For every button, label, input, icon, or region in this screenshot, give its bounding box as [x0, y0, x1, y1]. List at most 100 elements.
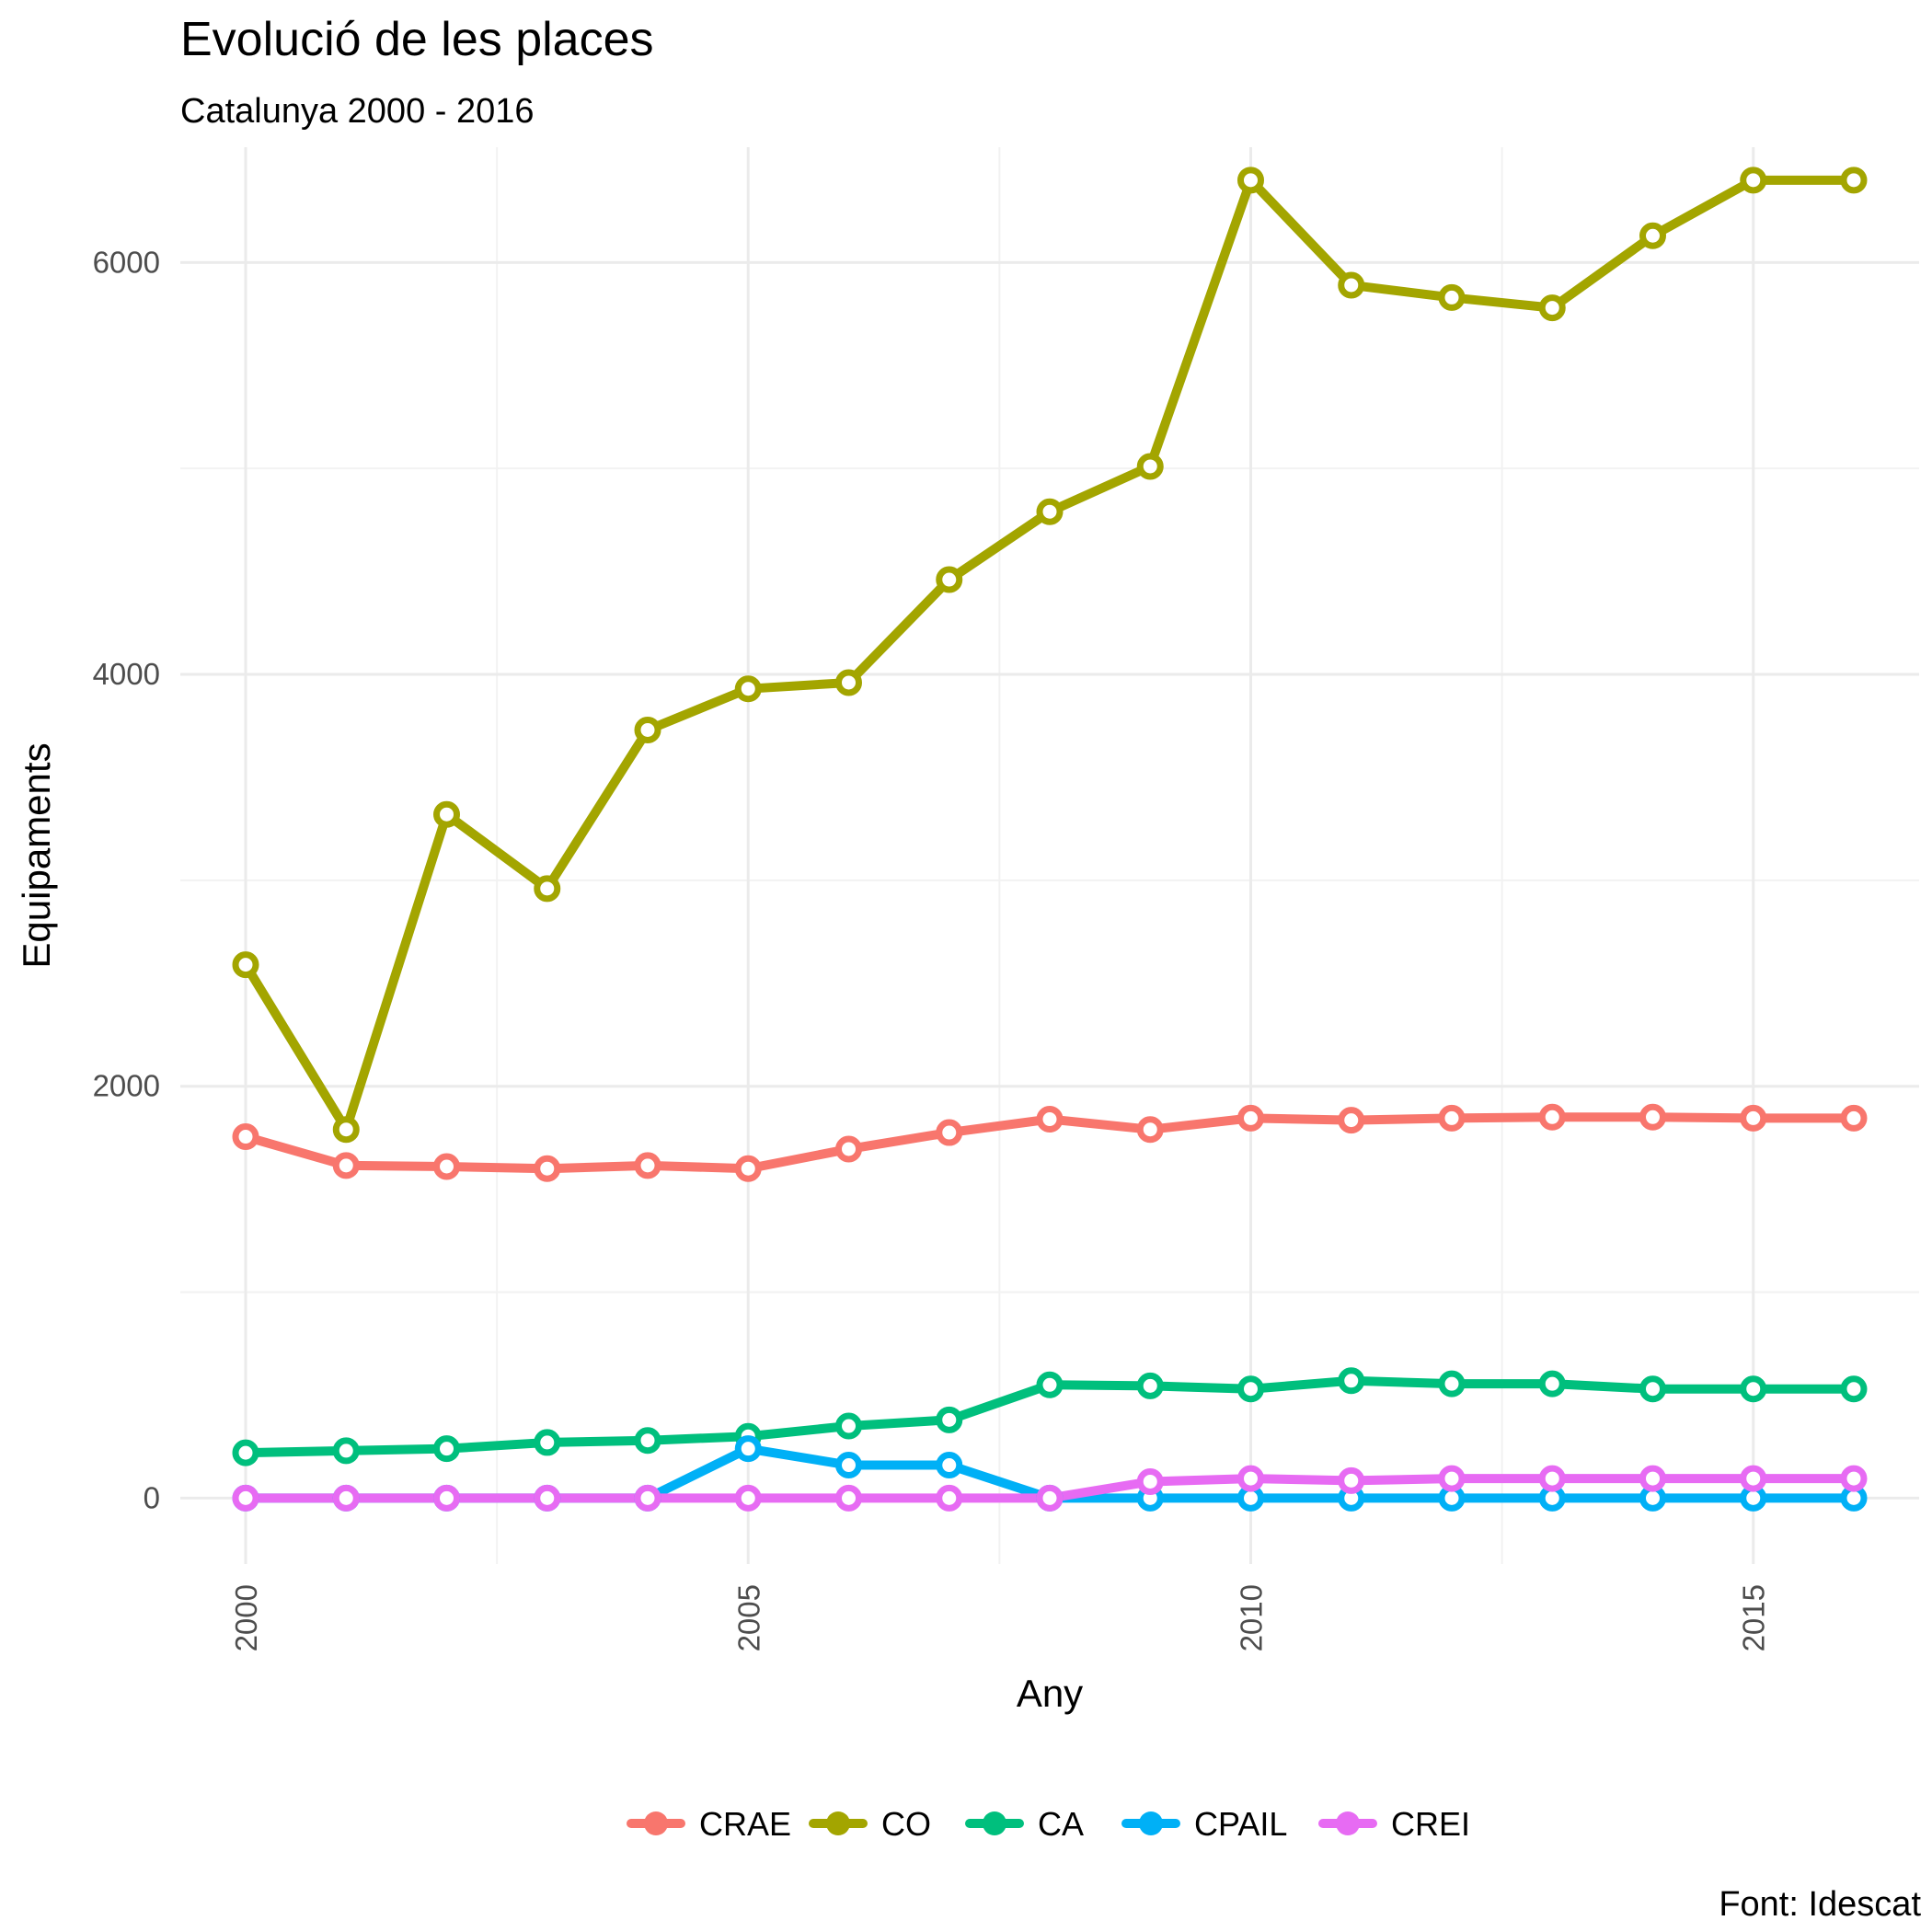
data-point-ca — [1840, 1375, 1868, 1403]
data-point-crae — [1136, 1116, 1164, 1144]
y-axis-ticks: 0 2000 4000 6000 — [93, 245, 160, 1514]
data-point-ca — [1639, 1375, 1666, 1403]
data-point-ca — [232, 1439, 259, 1466]
chart-subtitle: Catalunya 2000 - 2016 — [180, 92, 535, 131]
x-tick-label: 2005 — [731, 1584, 765, 1651]
data-point-crei — [534, 1484, 561, 1512]
x-axis-title: Any — [1017, 1672, 1083, 1715]
data-point-crei — [1338, 1466, 1365, 1494]
data-point-co — [1136, 453, 1164, 480]
legend-item-co: CO — [809, 1805, 931, 1843]
data-point-ca — [936, 1406, 963, 1433]
grid — [180, 147, 1919, 1564]
data-point-crae — [332, 1152, 360, 1179]
legend-item-crae: CRAE — [627, 1805, 791, 1843]
data-point-crae — [433, 1153, 461, 1180]
y-tick-label: 0 — [144, 1480, 160, 1514]
series-line-co — [241, 175, 1858, 1134]
data-point-co — [232, 951, 259, 979]
legend-key-point — [1139, 1811, 1163, 1835]
data-point-crei — [332, 1484, 360, 1512]
data-point-crae — [1236, 1104, 1264, 1132]
legend-item-ca: CA — [965, 1805, 1084, 1843]
series-points — [232, 167, 1868, 1512]
data-point-crae — [1740, 1104, 1767, 1132]
y-tick-label: 6000 — [93, 245, 160, 279]
data-point-crei — [1136, 1467, 1164, 1495]
data-point-crei — [1639, 1465, 1666, 1492]
legend-label: CA — [1038, 1805, 1084, 1843]
data-point-crae — [1639, 1103, 1666, 1131]
legend-item-crei: CREI — [1318, 1805, 1470, 1843]
data-point-cpail — [936, 1452, 963, 1479]
data-point-co — [534, 875, 561, 903]
data-point-ca — [634, 1427, 661, 1455]
data-point-co — [634, 716, 661, 743]
data-point-crae — [1840, 1104, 1868, 1132]
x-tick-label: 2000 — [229, 1584, 263, 1651]
legend-label: CPAIL — [1194, 1805, 1287, 1843]
data-point-ca — [1136, 1372, 1164, 1399]
data-point-crae — [634, 1152, 661, 1179]
data-point-cpail — [835, 1452, 863, 1479]
data-point-co — [1538, 294, 1566, 322]
x-tick-label: 2015 — [1737, 1584, 1771, 1651]
data-point-ca — [1740, 1375, 1767, 1403]
data-point-crae — [1338, 1107, 1365, 1134]
data-point-co — [433, 800, 461, 828]
data-point-crae — [1438, 1104, 1466, 1132]
y-axis-title: Equipaments — [15, 742, 58, 968]
legend-item-cpail: CPAIL — [1121, 1805, 1287, 1843]
data-point-crae — [734, 1155, 762, 1182]
data-point-crei — [936, 1484, 963, 1512]
data-point-co — [936, 566, 963, 593]
x-axis-ticks: 2000 2005 2010 2015 — [229, 1584, 1771, 1651]
data-point-co — [1639, 222, 1666, 249]
data-point-crae — [1538, 1103, 1566, 1131]
legend-key-point — [826, 1811, 850, 1835]
data-point-co — [332, 1116, 360, 1144]
legend: CRAE CO CA CPAIL CREI — [627, 1805, 1470, 1843]
data-point-crei — [433, 1484, 461, 1512]
data-point-ca — [1438, 1370, 1466, 1397]
legend-label: CO — [881, 1805, 931, 1843]
data-point-crei — [1840, 1465, 1868, 1492]
data-point-co — [1438, 283, 1466, 311]
y-tick-label: 4000 — [93, 657, 160, 691]
data-point-co — [835, 669, 863, 696]
legend-label: CRAE — [699, 1805, 791, 1843]
data-point-cpail — [734, 1435, 762, 1463]
data-point-co — [1236, 167, 1264, 194]
data-point-crae — [936, 1119, 963, 1146]
data-point-crei — [232, 1484, 259, 1512]
y-tick-label: 2000 — [93, 1069, 160, 1103]
data-point-crei — [835, 1484, 863, 1512]
data-point-crei — [1740, 1465, 1767, 1492]
data-point-co — [734, 675, 762, 703]
data-point-crae — [534, 1155, 561, 1182]
data-point-crei — [1236, 1465, 1264, 1492]
data-point-ca — [433, 1435, 461, 1463]
data-point-crei — [1036, 1484, 1064, 1512]
data-point-co — [1740, 167, 1767, 194]
data-point-crei — [1438, 1465, 1466, 1492]
chart-caption: Font: Idescat — [1719, 1885, 1921, 1924]
chart-title: Evolució de les places — [180, 13, 654, 66]
data-point-co — [1338, 271, 1365, 299]
data-point-crae — [232, 1123, 259, 1151]
data-point-ca — [534, 1429, 561, 1456]
data-point-crae — [835, 1135, 863, 1163]
data-point-ca — [1236, 1375, 1264, 1403]
legend-label: CREI — [1391, 1805, 1470, 1843]
legend-key-point — [1336, 1811, 1360, 1835]
data-point-ca — [332, 1437, 360, 1465]
data-point-crei — [1538, 1465, 1566, 1492]
data-point-ca — [835, 1412, 863, 1440]
data-point-ca — [1036, 1371, 1064, 1398]
legend-key-point — [983, 1811, 1006, 1835]
data-point-ca — [1338, 1367, 1365, 1395]
data-point-crae — [1036, 1106, 1064, 1133]
x-tick-label: 2010 — [1234, 1584, 1268, 1651]
data-point-ca — [1538, 1370, 1566, 1397]
